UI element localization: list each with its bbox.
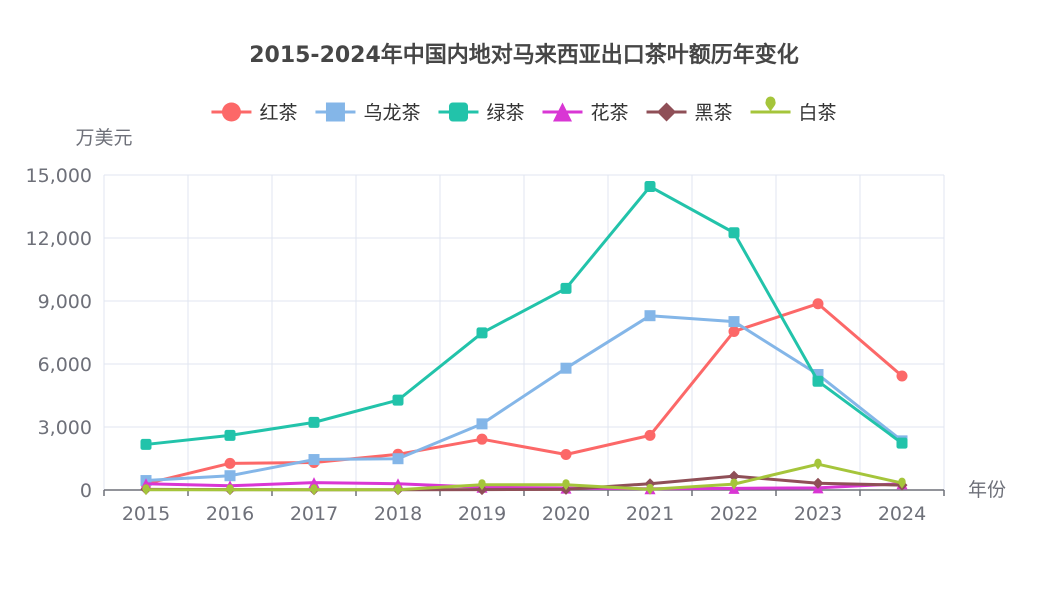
- data-point: [142, 484, 150, 496]
- series-line: [145, 314, 903, 483]
- y-tick-label: 15,000: [26, 165, 92, 187]
- data-point: [646, 483, 654, 495]
- legend: 红茶 乌龙茶 绿茶 花茶 黑茶 白茶: [211, 96, 837, 124]
- series-line: [146, 462, 903, 492]
- y-tick-label: 12,000: [26, 228, 92, 250]
- legend-marker: [765, 96, 776, 112]
- chart-title: 2015-2024年中国内地对马来西亚出口茶叶额历年变化: [249, 42, 799, 68]
- x-tick-label: 2024: [878, 503, 926, 525]
- legend-label: 白茶: [799, 102, 837, 124]
- data-point: [560, 282, 572, 294]
- data-point: [476, 433, 488, 445]
- legend-item: 红茶: [211, 102, 297, 124]
- x-tick-label: 2015: [122, 503, 170, 525]
- y-tick-label: 9,000: [38, 291, 92, 313]
- series-layer: [140, 181, 908, 496]
- series-2: [140, 181, 908, 450]
- x-tick-label: 2018: [374, 503, 422, 525]
- series-0: [140, 298, 908, 490]
- series-line: [145, 481, 903, 491]
- series-line: [145, 185, 903, 446]
- data-point: [812, 298, 824, 310]
- data-point: [140, 438, 152, 450]
- legend-item: 白茶: [750, 96, 837, 124]
- data-point: [308, 454, 320, 466]
- axes: 0 3,000 6,000 9,000 12,000 15,000 2015 2016 2017…: [26, 165, 945, 525]
- data-point: [476, 327, 488, 339]
- legend-label: 花茶: [591, 102, 629, 124]
- data-point: [896, 437, 908, 449]
- data-point: [562, 479, 570, 491]
- y-tick-label: 0: [80, 480, 92, 502]
- y-tick-label: 3,000: [38, 417, 92, 439]
- data-point: [560, 449, 572, 461]
- data-point: [224, 470, 236, 482]
- legend-label: 红茶: [259, 102, 297, 124]
- legend-item: 花茶: [542, 102, 629, 124]
- x-tick-label: 2017: [290, 503, 338, 525]
- data-point: [394, 484, 402, 496]
- series-5: [142, 458, 906, 496]
- legend-marker: [325, 102, 345, 122]
- legend-label: 黑茶: [695, 102, 733, 124]
- data-point: [898, 477, 906, 489]
- data-point: [478, 479, 486, 491]
- x-tick-label: 2016: [206, 503, 254, 525]
- data-point: [812, 369, 824, 380]
- data-point: [730, 478, 738, 490]
- grid: [103, 174, 945, 490]
- legend-item: 乌龙茶: [315, 102, 420, 124]
- x-tick-label: 2021: [626, 503, 674, 525]
- x-tick-label: 2019: [458, 503, 506, 525]
- legend-item: 绿茶: [438, 102, 525, 124]
- data-point: [644, 181, 656, 193]
- data-point: [476, 418, 488, 430]
- x-tick-label: 2020: [542, 503, 590, 525]
- legend-marker: [657, 102, 677, 122]
- legend-marker: [553, 102, 572, 122]
- data-point: [728, 316, 740, 328]
- y-axis-unit-label: 万美元: [75, 127, 132, 149]
- data-point: [310, 484, 318, 496]
- data-point: [728, 227, 740, 239]
- x-tick-label: 2022: [710, 503, 758, 525]
- series-line: [145, 302, 903, 486]
- data-point: [224, 429, 236, 441]
- data-point: [644, 429, 656, 441]
- data-point: [728, 325, 740, 337]
- x-axis-label: 年份: [968, 479, 1006, 501]
- data-point: [560, 362, 572, 374]
- x-tick-label: 2023: [794, 503, 842, 525]
- data-point: [812, 375, 824, 387]
- data-point: [896, 370, 908, 382]
- data-point: [392, 394, 404, 406]
- data-point: [814, 458, 822, 470]
- legend-marker: [448, 102, 468, 122]
- data-point: [644, 310, 656, 322]
- data-point: [392, 453, 404, 465]
- data-point: [224, 457, 236, 469]
- data-point: [226, 484, 234, 496]
- data-point: [728, 470, 740, 482]
- legend-label: 绿茶: [486, 102, 524, 124]
- data-point: [308, 477, 320, 489]
- y-tick-label: 6,000: [38, 354, 92, 376]
- legend-label: 乌龙茶: [363, 102, 420, 124]
- data-point: [308, 416, 320, 428]
- legend-item: 黑茶: [646, 102, 733, 124]
- data-point: [812, 477, 824, 489]
- legend-marker: [221, 102, 241, 122]
